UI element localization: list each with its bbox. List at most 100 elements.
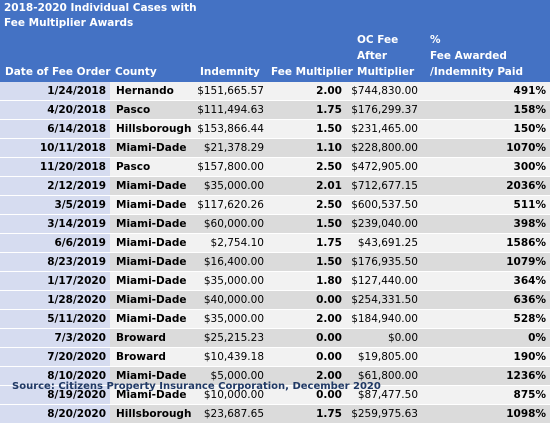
cell-multiplier: 2.50: [268, 195, 348, 215]
table-row: 3/14/2019 Miami-Dade $60,000.00 1.50 $239,04…: [0, 214, 550, 234]
cell-multiplier: 0.00: [268, 347, 348, 367]
cell-indemnity: $151,665.57: [192, 82, 268, 101]
table-row: 8/20/2020 Hillsborough $23,687.65 1.75 $259,…: [0, 404, 550, 424]
cell-oc-fee: $176,299.37: [348, 100, 424, 120]
header-pct-line-3: /Indemnity Paid: [430, 66, 524, 78]
cell-pct: 1236%: [424, 366, 550, 386]
cell-pct: 150%: [424, 119, 550, 139]
cell-date: 6/14/2018: [0, 119, 110, 139]
cell-indemnity: $35,000.00: [192, 271, 268, 291]
cell-pct: 511%: [424, 195, 550, 215]
cell-multiplier: 2.00: [268, 366, 348, 386]
cell-oc-fee: $259,975.63: [348, 404, 424, 424]
cell-date: 8/23/2019: [0, 252, 110, 272]
cell-indemnity: $21,378.29: [192, 138, 268, 158]
cell-indemnity: $23,687.65: [192, 404, 268, 424]
cell-oc-fee: $600,537.50: [348, 195, 424, 215]
cell-indemnity: $5,000.00: [192, 366, 268, 386]
header-indemnity: Indemnity: [200, 66, 260, 78]
cell-oc-fee: $744,830.00: [348, 82, 424, 101]
cell-pct: 2036%: [424, 176, 550, 196]
cell-multiplier: 1.75: [268, 100, 348, 120]
cell-date: 1/24/2018: [0, 82, 110, 101]
cell-county: Broward: [110, 328, 192, 348]
cell-date: 1/17/2020: [0, 271, 110, 291]
cell-county: Hillsborough: [110, 119, 192, 139]
table-row: 7/20/2020 Broward $10,439.18 0.00 $19,805.00…: [0, 347, 550, 367]
cell-date: 1/28/2020: [0, 290, 110, 310]
cell-multiplier: 1.75: [268, 233, 348, 253]
cell-multiplier: 2.01: [268, 176, 348, 196]
table-row: 1/24/2018 Hernando $151,665.57 2.00 $744,830…: [0, 82, 550, 101]
cell-oc-fee: $472,905.00: [348, 157, 424, 177]
header-oc-fee-line-3: Multiplier: [357, 66, 415, 78]
cell-pct: 364%: [424, 271, 550, 291]
cell-date: 5/11/2020: [0, 309, 110, 329]
cell-date: 3/14/2019: [0, 214, 110, 234]
cell-date: 10/11/2018: [0, 138, 110, 158]
table-row: 8/19/2020 Miami-Dade $10,000.00 0.00 $87,477…: [0, 385, 550, 405]
cell-date: 7/20/2020: [0, 347, 110, 367]
cell-pct: 636%: [424, 290, 550, 310]
table-row: 2/12/2019 Miami-Dade $35,000.00 2.01 $712,67…: [0, 176, 550, 196]
cell-indemnity: $153,866.44: [192, 119, 268, 139]
cell-indemnity: $35,000.00: [192, 176, 268, 196]
cell-oc-fee: $43,691.25: [348, 233, 424, 253]
cell-date: 8/20/2020: [0, 404, 110, 424]
header-county: County: [115, 66, 157, 78]
cell-county: Miami-Dade: [110, 176, 192, 196]
cell-county: Miami-Dade: [110, 385, 192, 405]
cell-oc-fee: $61,800.00: [348, 366, 424, 386]
table-header-band: 2018-2020 Individual Cases with Fee Mult…: [0, 0, 550, 82]
title-line-2: Fee Multiplier Awards: [4, 17, 134, 29]
cell-multiplier: 1.50: [268, 119, 348, 139]
cell-county: Miami-Dade: [110, 138, 192, 158]
table-row: 6/14/2018 Hillsborough $153,866.44 1.50 $231…: [0, 119, 550, 139]
table-row: 1/28/2020 Miami-Dade $40,000.00 0.00 $254,33…: [0, 290, 550, 310]
cell-oc-fee: $0.00: [348, 328, 424, 348]
cell-county: Miami-Dade: [110, 233, 192, 253]
cell-county: Miami-Dade: [110, 271, 192, 291]
cell-county: Miami-Dade: [110, 195, 192, 215]
table-row: 4/20/2018 Pasco $111,494.63 1.75 $176,299.37…: [0, 100, 550, 120]
fee-multiplier-table: 1/24/2018 Hernando $151,665.57 2.00 $744,830…: [0, 82, 550, 424]
header-oc-fee-line-1: OC Fee: [357, 34, 399, 46]
header-date: Date of Fee Order: [5, 66, 111, 78]
cell-multiplier: 2.50: [268, 157, 348, 177]
cell-county: Hernando: [110, 82, 192, 101]
cell-county: Broward: [110, 347, 192, 367]
table-row: 7/3/2020 Broward $25,215.23 0.00 $0.00 0%: [0, 328, 550, 348]
table-row: 5/11/2020 Miami-Dade $35,000.00 2.00 $184,94…: [0, 309, 550, 329]
header-oc-fee-line-2: After: [357, 50, 388, 62]
cell-county: Miami-Dade: [110, 366, 192, 386]
cell-pct: 875%: [424, 385, 550, 405]
cell-date: 2/12/2019: [0, 176, 110, 196]
table-body: 1/24/2018 Hernando $151,665.57 2.00 $744,830…: [0, 82, 550, 424]
cell-indemnity: $10,439.18: [192, 347, 268, 367]
cell-indemnity: $2,754.10: [192, 233, 268, 253]
cell-oc-fee: $228,800.00: [348, 138, 424, 158]
cell-pct: 1070%: [424, 138, 550, 158]
cell-multiplier: 1.50: [268, 214, 348, 234]
cell-indemnity: $16,400.00: [192, 252, 268, 272]
cell-pct: 528%: [424, 309, 550, 329]
cell-date: 8/19/2020: [0, 385, 110, 405]
source-note: Source: Citizens Property Insurance Corp…: [12, 381, 381, 392]
cell-indemnity: $40,000.00: [192, 290, 268, 310]
cell-multiplier: 0.00: [268, 290, 348, 310]
cell-pct: 398%: [424, 214, 550, 234]
table-row: 3/5/2019 Miami-Dade $117,620.26 2.50 $600,53…: [0, 195, 550, 215]
cell-indemnity: $10,000.00: [192, 385, 268, 405]
cell-county: Miami-Dade: [110, 214, 192, 234]
cell-multiplier: 2.00: [268, 82, 348, 101]
cell-date: 4/20/2018: [0, 100, 110, 120]
table-row: 8/10/2020 Miami-Dade $5,000.00 2.00 $61,800.…: [0, 366, 550, 386]
header-multiplier: Fee Multiplier: [271, 66, 353, 78]
header-oc-fee: OC Fee After Multiplier: [357, 32, 414, 80]
cell-date: 7/3/2020: [0, 328, 110, 348]
header-pct: % Fee Awarded /Indemnity Paid: [430, 32, 523, 80]
cell-indemnity: $35,000.00: [192, 309, 268, 329]
title-line-1: 2018-2020 Individual Cases with: [4, 2, 197, 14]
cell-pct: 0%: [424, 328, 550, 348]
